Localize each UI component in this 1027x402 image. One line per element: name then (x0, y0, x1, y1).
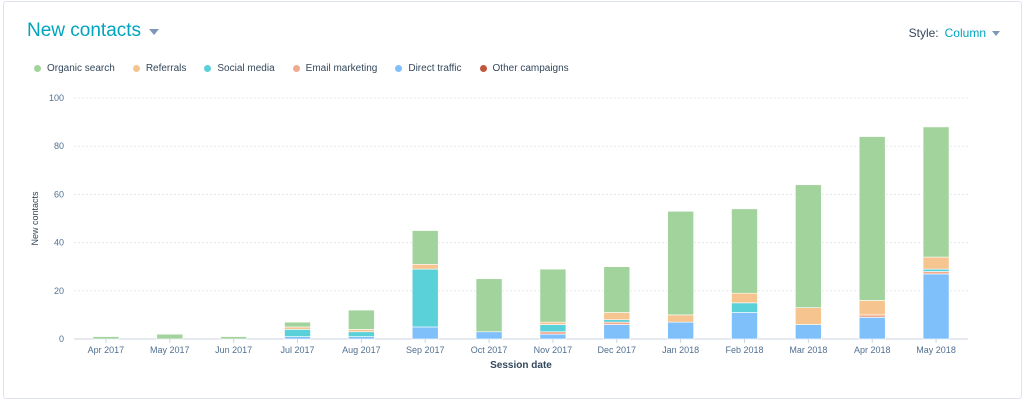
bar-segment-organic-search[interactable] (795, 184, 822, 308)
bar-segment-email-marketing[interactable] (858, 314, 886, 318)
x-tick-label: Apr 2017 (88, 345, 125, 355)
legend-item-referrals[interactable]: Referrals (132, 63, 187, 74)
bar-segment-direct-traffic[interactable] (858, 317, 886, 340)
bar-segment-email-marketing[interactable] (603, 321, 631, 325)
bar-segment-referrals[interactable] (284, 326, 311, 330)
bar-segment-referrals[interactable] (922, 256, 950, 270)
legend-label: Other campaigns (492, 63, 569, 74)
bar-segment-referrals[interactable] (603, 312, 631, 321)
legend-label: Organic search (47, 63, 115, 74)
bar-segment-organic-search[interactable] (92, 336, 120, 340)
legend-item-organic-search[interactable]: Organic search (34, 63, 115, 74)
bar-segment-direct-traffic[interactable] (922, 273, 950, 340)
legend-label: Direct traffic (408, 63, 462, 74)
bar-segment-social-media[interactable] (603, 319, 631, 323)
bar-segment-direct-traffic[interactable] (795, 324, 822, 340)
bar-segment-email-marketing[interactable] (539, 331, 567, 335)
bar-segment-organic-search[interactable] (475, 278, 503, 333)
y-tick-label: 0 (59, 334, 64, 344)
legend-dot (292, 65, 300, 72)
x-tick-label: Aug 2017 (342, 345, 381, 355)
bar-segment-organic-search[interactable] (539, 268, 567, 323)
legend-label: Social media (217, 63, 275, 74)
y-tick-label: 40 (54, 238, 64, 248)
y-tick-label: 100 (49, 93, 64, 103)
bar-segment-referrals[interactable] (795, 307, 822, 325)
bar-segment-email-marketing[interactable] (922, 271, 950, 275)
bar-segment-referrals[interactable] (348, 329, 375, 333)
legend-item-other-campaigns[interactable]: Other campaigns (479, 63, 569, 74)
bar-segment-social-media[interactable] (411, 268, 439, 328)
bar-segment-organic-search[interactable] (731, 208, 758, 294)
bar-segment-social-media[interactable] (348, 331, 375, 337)
bar-segment-referrals[interactable] (731, 292, 758, 304)
bar-segment-organic-search[interactable] (603, 266, 631, 313)
bar-segment-direct-traffic[interactable] (411, 326, 439, 340)
legend-dot (34, 65, 41, 72)
style-label: Style: (908, 26, 939, 40)
bar-segment-organic-search[interactable] (411, 230, 439, 265)
chart-legend: Organic search Referrals Social media Em… (34, 63, 569, 74)
style-dropdown[interactable]: Column (945, 26, 1000, 40)
x-tick-label: Apr 2018 (854, 345, 891, 355)
x-tick-label: Feb 2018 (725, 345, 763, 355)
bar-segment-direct-traffic[interactable] (667, 321, 694, 340)
legend-dot (479, 65, 487, 72)
y-tick-label: 20 (54, 286, 64, 296)
legend-item-email-marketing[interactable]: Email marketing (292, 63, 378, 74)
x-tick-label: Jan 2018 (662, 345, 699, 355)
legend-dot (204, 65, 212, 72)
bar-segment-organic-search[interactable] (284, 321, 311, 328)
bar-segment-organic-search[interactable] (348, 309, 375, 330)
y-axis-title: New contacts (30, 191, 40, 246)
style-selector: Style: Column (909, 26, 1000, 40)
x-tick-label: Jul 2017 (280, 345, 314, 355)
bar-segment-social-media[interactable] (284, 329, 311, 337)
bar-segment-direct-traffic[interactable] (539, 333, 567, 340)
bar-segment-social-media[interactable] (539, 324, 567, 333)
x-tick-label: May 2018 (916, 345, 956, 355)
bar-segment-referrals[interactable] (858, 300, 886, 316)
legend-dot (395, 65, 403, 72)
report-title-dropdown[interactable]: New contacts (27, 20, 160, 42)
chart-card (3, 1, 1022, 399)
bar-segment-referrals[interactable] (411, 263, 439, 270)
bar-segment-organic-search[interactable] (858, 136, 886, 301)
bar-segment-organic-search[interactable] (922, 126, 950, 258)
x-axis-title: Session date (490, 360, 552, 371)
legend-item-direct-traffic[interactable]: Direct traffic (395, 63, 462, 74)
bar-segment-social-media[interactable] (731, 302, 758, 313)
bar-segment-social-media[interactable] (922, 268, 950, 272)
bar-segment-direct-traffic[interactable] (348, 336, 375, 340)
x-tick-label: Dec 2017 (598, 345, 637, 355)
chevron-down-icon (149, 29, 160, 35)
chevron-down-icon (992, 30, 1000, 36)
x-tick-label: Nov 2017 (534, 345, 573, 355)
bar-segment-direct-traffic[interactable] (731, 312, 758, 340)
report-title: New contacts (27, 20, 142, 41)
y-tick-label: 80 (54, 141, 64, 151)
legend-item-social-media[interactable]: Social media (204, 63, 275, 74)
bar-segment-organic-search[interactable] (156, 333, 184, 340)
bar-segment-direct-traffic[interactable] (475, 331, 503, 340)
bar-segment-direct-traffic[interactable] (603, 324, 631, 340)
bar-segment-referrals[interactable] (667, 314, 694, 323)
legend-label: Referrals (145, 63, 187, 74)
style-value: Column (944, 26, 986, 40)
x-tick-label: Oct 2017 (471, 345, 508, 355)
y-tick-label: 60 (54, 189, 64, 199)
bar-segment-referrals[interactable] (539, 321, 567, 325)
legend-dot (132, 65, 140, 72)
legend-label: Email marketing (305, 63, 378, 74)
x-tick-label: Jun 2017 (215, 345, 252, 355)
x-tick-label: Sep 2017 (406, 345, 445, 355)
x-tick-label: Mar 2018 (789, 345, 827, 355)
bar-segment-organic-search[interactable] (667, 210, 694, 316)
bar-segment-direct-traffic[interactable] (284, 336, 311, 340)
x-tick-label: May 2017 (150, 345, 190, 355)
bar-segment-organic-search[interactable] (220, 336, 247, 340)
